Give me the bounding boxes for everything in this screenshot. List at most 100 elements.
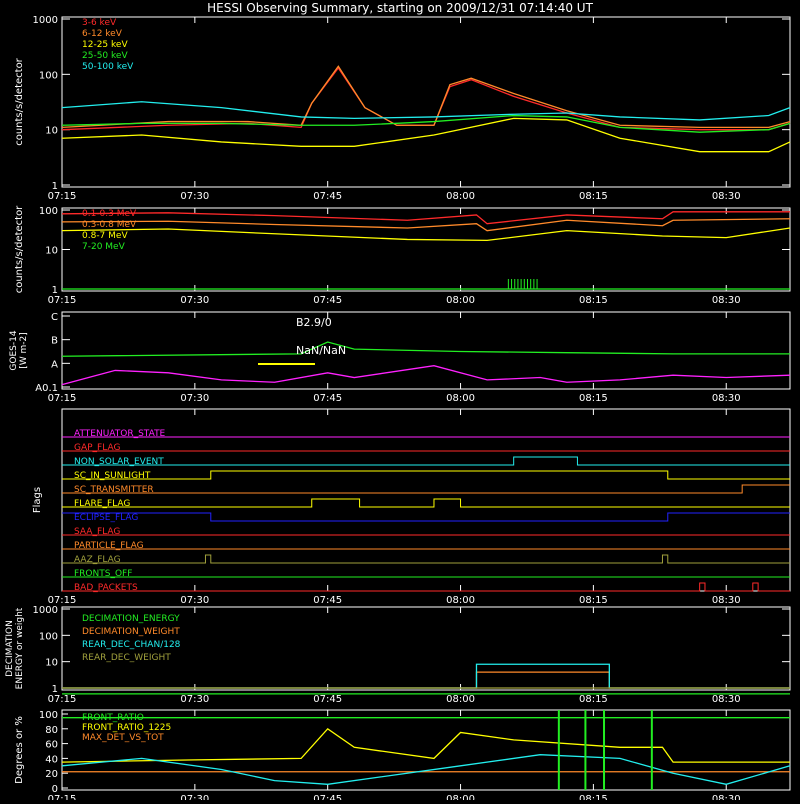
- panel-frame: [61, 709, 791, 791]
- flag-label: GAP_FLAG: [74, 443, 120, 453]
- y-tick-label: 0: [52, 784, 58, 795]
- flag-line: [62, 498, 790, 508]
- flag-line: [62, 512, 790, 522]
- time-tick-label: 08:15: [579, 595, 608, 606]
- time-tick-label: 07:45: [313, 191, 342, 202]
- flag-label: ATTENUATOR_STATE: [74, 429, 166, 439]
- flag-label: AAZ_FLAG: [74, 555, 121, 565]
- legend-label: 50-100 keV: [82, 62, 134, 72]
- y-tick-label: A: [51, 359, 58, 370]
- time-tick-label: 07:15: [48, 191, 77, 202]
- time-tick-label: 07:45: [313, 295, 342, 306]
- legend-label: 3-6 keV: [82, 18, 117, 28]
- legend-label: FRONT_RATIO_1225: [82, 723, 171, 733]
- time-tick-label: 07:45: [313, 595, 342, 606]
- flag-line: [62, 554, 790, 564]
- time-tick-label: 07:15: [48, 694, 77, 705]
- flag-line: [62, 470, 790, 480]
- time-tick-label: 07:15: [48, 595, 77, 606]
- y-axis-label: ENERGY or weight: [15, 607, 25, 689]
- time-tick-label: 08:00: [446, 694, 475, 705]
- time-tick-label: 08:15: [579, 393, 608, 404]
- y-axis-label: DECIMATION: [5, 620, 15, 677]
- time-tick-label: 08:15: [579, 295, 608, 306]
- series-line: [61, 117, 791, 153]
- series-line: [61, 65, 791, 129]
- y-tick-label: 1000: [33, 605, 58, 616]
- time-tick-label: 07:15: [48, 295, 77, 306]
- y-tick-label: 100: [39, 206, 58, 217]
- legend-label: 0.3-0.8 MeV: [82, 220, 137, 230]
- y-tick-label: 60: [45, 740, 58, 751]
- panel-frame: [61, 408, 791, 592]
- time-tick-label: 08:00: [446, 295, 475, 306]
- legend-label: DECIMATION_WEIGHT: [82, 627, 180, 637]
- panel-2: 07:1507:3007:4508:0008:1508:3008:45count…: [14, 205, 791, 306]
- flag-label: NON_SOLAR_EVENT: [74, 457, 164, 467]
- legend-label: 0.8-7 MeV: [82, 231, 128, 241]
- series-line: [61, 227, 791, 242]
- y-axis-label: Flags: [32, 487, 43, 513]
- legend-label: REAR_DEC_WEIGHT: [82, 653, 171, 663]
- time-tick-label: 07:30: [180, 295, 209, 306]
- panel-5: 07:1507:3007:4508:0008:1508:3008:45DECIM…: [5, 605, 791, 705]
- flag-line: [62, 456, 790, 466]
- y-tick-label: 1: [52, 285, 58, 296]
- flag-label: PARTICLE_FLAG: [74, 541, 144, 551]
- flag-label: ECLIPSE_FLAG: [74, 513, 138, 523]
- flag-label: FRONTS_OFF: [74, 569, 132, 579]
- y-axis-label: [W m-2]: [19, 332, 29, 369]
- y-tick-label: 20: [45, 769, 58, 780]
- y-axis-label: GOES-14: [9, 330, 19, 370]
- time-tick-label: 07:45: [313, 393, 342, 404]
- time-tick-label: 08:00: [446, 794, 475, 800]
- legend-label: 7-20 MeV: [82, 242, 126, 252]
- time-tick-label: 08:30: [712, 191, 741, 202]
- y-tick-label: 40: [45, 754, 58, 765]
- y-tick-label: 10: [45, 658, 58, 669]
- y-tick-label: 100: [39, 70, 58, 81]
- time-tick-label: 08:00: [446, 595, 475, 606]
- flag-label: SC_IN_SUNLIGHT: [74, 471, 151, 481]
- flag-label: SC_TRANSMITTER: [74, 485, 154, 495]
- panel-6: 07:1507:3007:4508:0008:1508:3008:45Degre…: [14, 709, 791, 804]
- time-tick-label: 07:30: [180, 191, 209, 202]
- series-line: [62, 671, 790, 689]
- panel-frame: [61, 16, 791, 188]
- panel-3: 07:1507:3007:4508:0008:1508:3008:45GOES-…: [9, 311, 791, 404]
- y-tick-label: 1: [52, 684, 58, 695]
- series-line: [61, 101, 791, 121]
- panel-frame: [61, 311, 791, 390]
- y-tick-label: 80: [45, 725, 58, 736]
- time-tick-label: 07:15: [48, 794, 77, 800]
- flag-label: SAA_FLAG: [74, 527, 120, 537]
- legend-label: 25-50 keV: [82, 51, 128, 61]
- time-tick-label: 08:15: [579, 794, 608, 800]
- y-tick-label: 1: [52, 181, 58, 192]
- time-tick-label: 07:30: [180, 794, 209, 800]
- flag-label: BAD_PACKETS: [74, 583, 138, 593]
- series-line: [61, 365, 791, 386]
- time-tick-label: 08:15: [579, 191, 608, 202]
- time-tick-label: 08:00: [446, 393, 475, 404]
- y-axis-label: counts/s/detector: [14, 57, 25, 145]
- y-tick-label: 100: [39, 710, 58, 721]
- series-line: [61, 114, 791, 133]
- panel-1: 07:1507:3007:4508:0008:1508:3008:45count…: [14, 15, 791, 202]
- y-axis-label: counts/s/detector: [14, 205, 25, 293]
- y-tick-label: 10: [45, 246, 58, 257]
- time-tick-label: 08:30: [712, 694, 741, 705]
- series-line: [61, 211, 790, 225]
- time-tick-label: 07:45: [313, 694, 342, 705]
- series-line: [62, 663, 790, 689]
- time-tick-label: 08:00: [446, 191, 475, 202]
- panel-frame: [61, 606, 791, 691]
- y-tick-label: 10: [45, 126, 58, 137]
- flag-label: FLARE_FLAG: [74, 499, 130, 509]
- panel-4: 07:1507:3007:4508:0008:1508:3008:45Flags…: [32, 408, 791, 606]
- time-tick-label: 08:15: [579, 694, 608, 705]
- legend-label: 12-25 keV: [82, 40, 128, 50]
- series-line: [61, 66, 791, 131]
